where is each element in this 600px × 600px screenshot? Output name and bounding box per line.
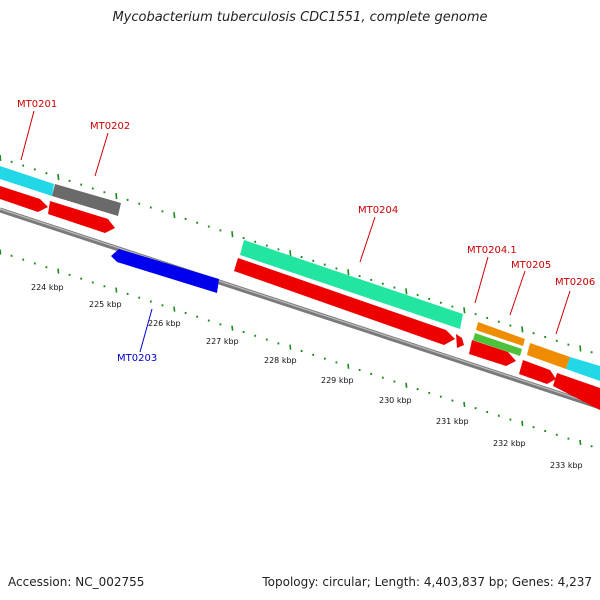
leader-MT0204 [359, 216, 376, 263]
major-tick [579, 439, 582, 446]
cds-MT0204[interactable] [234, 258, 455, 345]
major-tick [521, 420, 524, 426]
scale-label-230: 230 kbp [379, 396, 412, 405]
major-tick [115, 193, 118, 200]
major-tick [579, 345, 582, 352]
major-tick [57, 173, 60, 181]
major-tick [57, 268, 60, 274]
scale-label-224: 224 kbp [31, 283, 64, 292]
genome-backbone [0, 207, 600, 410]
cds-MT0204.1[interactable] [456, 334, 464, 348]
leader-MT0205 [509, 270, 526, 316]
major-tick [347, 363, 350, 369]
major-tick [463, 401, 466, 407]
outer-tick-ring [0, 154, 593, 354]
major-tick [0, 154, 2, 162]
label-MT0201: MT0201 [17, 99, 57, 110]
accession-text: Accession: NC_002755 [8, 575, 145, 589]
feature-MT0203[interactable] [111, 249, 219, 293]
major-tick [231, 325, 234, 331]
scale-label-227: 227 kbp [206, 337, 239, 346]
major-tick [173, 306, 176, 312]
scale-label-225: 225 kbp [89, 300, 122, 309]
genome-stats-text: Topology: circular; Length: 4,403,837 bp… [262, 575, 592, 589]
scale-label-226: 226 kbp [148, 319, 181, 328]
label-MT0204.1: MT0204.1 [467, 245, 517, 256]
leader-MT0201 [20, 110, 35, 161]
major-tick [0, 249, 2, 255]
scale-label-231: 231 kbp [436, 417, 469, 426]
feature-MT0201[interactable] [0, 166, 54, 196]
label-MT0204: MT0204 [358, 205, 398, 216]
major-tick [115, 287, 118, 293]
label-MT0205: MT0205 [511, 260, 551, 271]
cds-MT0206-b[interactable] [553, 373, 600, 410]
major-tick [289, 344, 292, 350]
cds-MT0205[interactable] [469, 340, 516, 366]
cds-MT0202[interactable] [48, 201, 115, 233]
major-tick [405, 382, 408, 388]
major-tick [521, 326, 524, 333]
backbone-highlight [0, 208, 600, 407]
major-tick [173, 212, 176, 219]
feature-MT0202[interactable] [52, 184, 121, 216]
cds-MT0206-a[interactable] [519, 360, 556, 384]
major-tick [463, 307, 466, 314]
scale-label-228: 228 kbp [264, 356, 297, 365]
feature-MT0206-a[interactable] [527, 343, 570, 369]
feature-MT0206-b[interactable] [566, 357, 600, 381]
feature-MT0204.1[interactable] [473, 333, 522, 356]
major-tick [405, 288, 408, 295]
leader-MT0204.1 [474, 256, 489, 304]
scale-label-232: 232 kbp [493, 439, 526, 448]
label-MT0206: MT0206 [555, 277, 595, 288]
feature-MT0204[interactable] [240, 240, 463, 329]
cds-MT0201[interactable] [0, 186, 48, 212]
leader-MT0203 [139, 308, 153, 353]
scale-label-233: 233 kbp [550, 461, 583, 470]
inner-tick-ring [0, 249, 593, 448]
leader-lines [20, 110, 571, 353]
major-tick [347, 269, 350, 276]
major-tick [289, 250, 292, 257]
scale-label-229: 229 kbp [321, 376, 354, 385]
leader-MT0206 [555, 290, 571, 335]
leader-MT0202 [94, 132, 109, 177]
map-title: Mycobacterium tuberculosis CDC1551, comp… [112, 10, 488, 25]
label-MT0203: MT0203 [117, 353, 157, 364]
feature-MT0205[interactable] [476, 322, 525, 346]
major-tick [231, 231, 234, 238]
label-MT0202: MT0202 [90, 121, 130, 132]
